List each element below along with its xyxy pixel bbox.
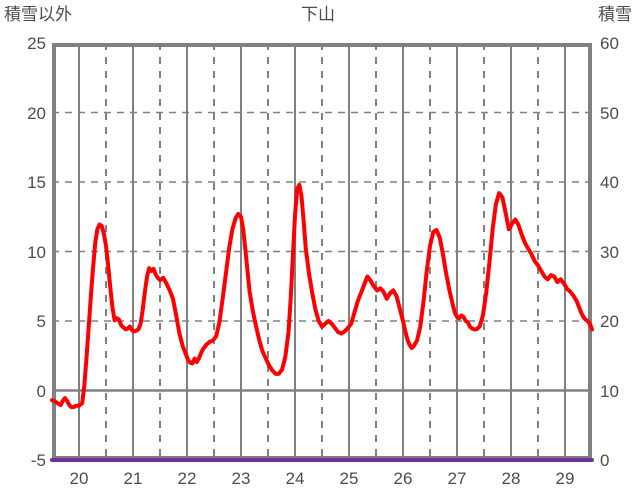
y2-axis-tick-label: 60 [600,34,619,53]
y-axis-tick-label: 25 [27,34,46,53]
y2-axis-tick-label: 20 [600,312,619,331]
y-axis-tick-label: 20 [27,103,46,123]
x-axis-tick-label: 26 [393,469,413,488]
y-axis-tick-label: -5 [30,451,46,470]
x-axis-tick-label: 23 [231,469,251,488]
x-axis-tick-label: 24 [285,469,305,488]
y2-axis-tick-label: 40 [600,173,619,192]
y-axis-tick-label: 15 [27,173,46,192]
x-axis-tick-label: 22 [177,469,197,488]
x-axis-tick-label: 29 [555,469,575,488]
y2-axis-tick-label: 50 [600,103,619,123]
y-axis-tick-label: 10 [27,242,46,262]
left-axis-title: 積雪以外 [4,5,72,24]
y-axis-tick-label: 5 [36,312,46,331]
y2-axis-tick-label: 30 [600,242,619,262]
series-line-1 [50,182,594,410]
page-title: 下山 [301,5,335,24]
right-axis-title: 積雪 [598,5,632,24]
x-axis-tick-label: 27 [447,469,467,488]
x-axis-tick-label: 21 [123,469,143,488]
y2-axis-tick-label: 10 [600,381,619,401]
y2-axis-tick-label: 0 [600,451,610,470]
x-axis-tick-label: 28 [501,469,521,488]
series-layer [50,182,594,462]
x-axis-tick-label: 20 [69,469,89,488]
x-axis-tick-label: 25 [339,469,359,488]
y-axis-tick-label: 0 [36,381,46,401]
plot-canvas [50,43,594,462]
major-y-gridlines [52,111,592,392]
